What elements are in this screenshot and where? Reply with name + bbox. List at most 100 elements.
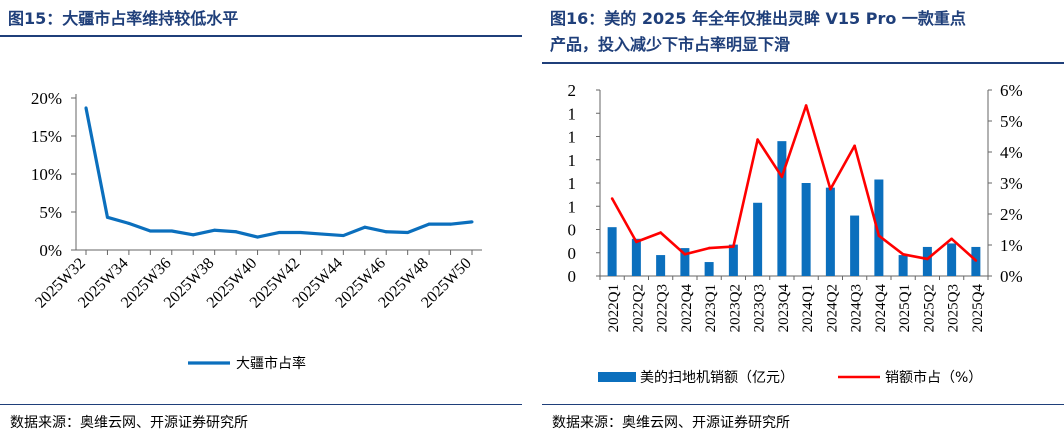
data-point — [298, 231, 302, 235]
left-y-tick-label: 1 — [568, 128, 577, 147]
left-y-tick-label: 0 — [568, 244, 577, 263]
data-point — [127, 221, 131, 225]
data-point — [406, 231, 410, 235]
bar-midea-sales — [850, 215, 860, 276]
legend-label-midea-sales: 美的扫地机销额（亿元） — [640, 370, 794, 386]
data-point — [277, 231, 281, 235]
left-y-tick-label: 1 — [568, 197, 577, 216]
y-tick-label: 15% — [31, 127, 62, 146]
right-y-tick-label: 6% — [1000, 81, 1023, 100]
x-category-label: 2024Q4 — [873, 284, 889, 333]
bar-midea-sales — [898, 255, 908, 276]
bar-midea-sales — [801, 183, 811, 276]
left-y-tick-label: 1 — [568, 174, 577, 193]
legend-label-dji-share: 大疆市占率 — [236, 355, 306, 372]
left-source-note: 数据来源：奥维云网、开源证券研究所 — [10, 415, 248, 431]
x-category-label: 2023Q4 — [776, 284, 792, 333]
data-point — [427, 222, 431, 226]
bar-midea-sales — [947, 243, 957, 276]
data-point — [974, 259, 978, 262]
data-point — [926, 257, 929, 261]
bar-midea-sales — [728, 244, 738, 276]
data-point — [877, 234, 881, 237]
right-source-note: 数据来源：奥维云网、开源证券研究所 — [552, 415, 790, 431]
x-category-label: 2024Q2 — [824, 284, 840, 332]
left-line-chart: 0%5%10%15%20%2025W322025W342025W362025W3… — [31, 89, 482, 372]
bar-midea-sales — [777, 141, 787, 276]
data-point — [683, 253, 687, 256]
right-figure-title: 图16：美的 2025 年全年仅推出灵眸 V15 Pro 一款重点 产品，投入减… — [550, 6, 1064, 58]
x-category-label: 2025Q4 — [970, 284, 986, 333]
bar-midea-sales — [704, 262, 714, 276]
right-y-tick-label: 4% — [1000, 143, 1023, 162]
legend-swatch-midea-sales — [598, 372, 636, 382]
x-category-label: 2023Q3 — [752, 284, 768, 332]
data-point — [84, 106, 88, 110]
left-source-rule — [0, 404, 522, 405]
right-figure: 图16：美的 2025 年全年仅推出灵眸 V15 Pro 一款重点 产品，投入减… — [542, 0, 1064, 446]
x-category-label: 2023Q2 — [727, 284, 743, 332]
y-tick-label: 5% — [39, 203, 62, 222]
data-point — [170, 229, 174, 233]
data-point — [707, 246, 711, 250]
right-title-line1: 图16：美的 2025 年全年仅推出灵眸 V15 Pro 一款重点 — [550, 9, 966, 28]
data-point — [105, 215, 109, 219]
left-y-tick-label: 1 — [568, 151, 577, 170]
x-category-label: 2022Q2 — [630, 284, 646, 332]
data-point — [635, 240, 638, 244]
right-y-tick-label: 5% — [1000, 112, 1023, 131]
data-point — [901, 253, 905, 256]
right-source-rule — [542, 404, 1064, 405]
data-point — [950, 237, 953, 241]
left-title-rule — [0, 35, 522, 37]
bar-midea-sales — [753, 202, 763, 276]
y-tick-label: 20% — [31, 89, 62, 108]
data-point — [234, 230, 238, 234]
x-category-label: 2023Q1 — [703, 284, 719, 332]
right-combo-chart: 0 0 0 1 1 1 1 1 2 0% 1% 2% 3% 4% 5% 6% 2022Q1 2022Q2 2022Q… — [568, 81, 1023, 386]
data-point — [363, 225, 367, 229]
data-point — [470, 220, 474, 224]
right-y-tick-label: 0% — [1000, 267, 1023, 286]
legend-label-market-share: 销额市占（%） — [885, 369, 982, 386]
data-point — [191, 233, 195, 237]
x-category-label: 2024Q1 — [800, 284, 816, 332]
y-tick-label: 0% — [39, 241, 62, 260]
series-line-market-share — [610, 104, 977, 262]
right-y-tick-label: 2% — [1000, 205, 1023, 224]
x-category-label: 2022Q4 — [679, 284, 695, 333]
left-figure-title: 图15：大疆市占率维持较低水平 — [8, 9, 239, 28]
data-point — [732, 245, 735, 248]
bar-midea-sales — [656, 255, 666, 276]
x-category-label: 2025Q3 — [946, 284, 962, 332]
bar-midea-sales — [922, 246, 932, 276]
data-point — [449, 222, 453, 226]
data-point — [829, 187, 832, 191]
data-point — [756, 138, 759, 141]
left-y-tick-label: 0 — [568, 221, 577, 240]
right-title-rule — [542, 62, 1064, 64]
x-category-label: 2025Q1 — [897, 284, 913, 332]
right-y-tick-label: 1% — [1000, 236, 1023, 255]
left-y-tick-label: 2 — [568, 81, 577, 100]
data-point — [341, 234, 345, 238]
data-point — [148, 229, 152, 233]
x-category-label: 2025Q2 — [921, 284, 937, 332]
data-point — [659, 231, 662, 234]
x-category-label: 2022Q1 — [606, 284, 622, 332]
data-point — [213, 228, 217, 232]
bar-midea-sales — [631, 238, 641, 276]
right-title-line2: 产品，投入减少下市占率明显下滑 — [550, 35, 791, 54]
bar-midea-sales — [680, 248, 690, 276]
data-point — [610, 197, 614, 200]
x-category-label: 2022Q3 — [655, 284, 671, 332]
data-point — [780, 175, 784, 179]
data-point — [256, 235, 260, 239]
data-point — [804, 104, 808, 107]
y-tick-label: 10% — [31, 165, 62, 184]
left-figure: 图15：大疆市占率维持较低水平 0% 5% 10% 15% 20% 2025W32 2025… — [0, 0, 522, 446]
data-point — [320, 232, 324, 236]
series-line-dji-share — [84, 107, 473, 239]
data-point — [853, 144, 856, 148]
bar-midea-sales — [607, 227, 617, 276]
